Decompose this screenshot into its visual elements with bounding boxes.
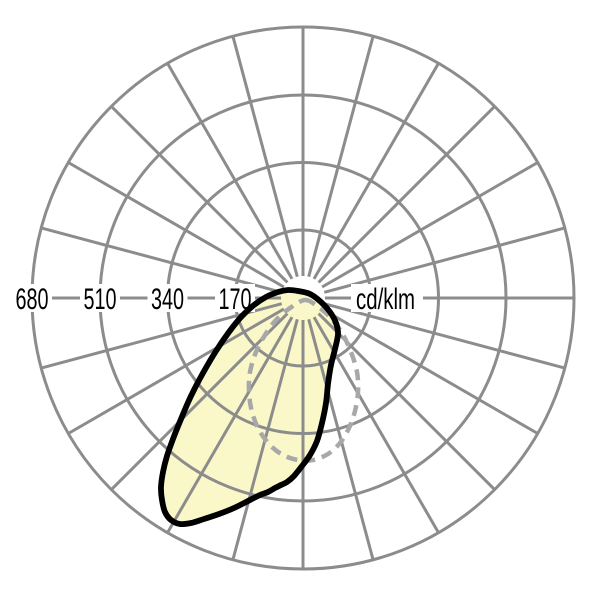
grid-spoke-345deg bbox=[323, 226, 566, 294]
grid-spoke-195deg bbox=[40, 226, 283, 294]
grid-spoke-15deg bbox=[323, 302, 566, 370]
beam-lobe-solid-curve bbox=[158, 287, 341, 528]
axis-tick-label-340: 340 bbox=[151, 283, 184, 316]
grid-spoke-285deg bbox=[307, 35, 375, 278]
grid-spoke-30deg bbox=[321, 307, 539, 435]
grid-spoke-120deg bbox=[166, 316, 294, 534]
grid-spoke-135deg bbox=[110, 312, 289, 491]
axis-tick-label-680: 680 bbox=[16, 283, 49, 316]
axis-label-mask-680 bbox=[12, 284, 52, 312]
axis-label-mask-340 bbox=[147, 284, 188, 312]
grid-spoke-225deg bbox=[110, 105, 289, 284]
grid-spoke-300deg bbox=[312, 62, 440, 280]
unit-label: cd/klm bbox=[356, 283, 415, 316]
grid-spoke-315deg bbox=[317, 105, 496, 284]
unit-label-mask bbox=[351, 284, 423, 312]
grid-spoke-330deg bbox=[321, 161, 539, 289]
grid-spoke-150deg bbox=[67, 307, 285, 435]
grid-spoke-240deg bbox=[166, 62, 294, 280]
grid-spoke-210deg bbox=[67, 161, 285, 289]
axis-label-mask-510 bbox=[80, 284, 120, 312]
axis-tick-label-510: 510 bbox=[84, 283, 117, 316]
grid-spoke-255deg bbox=[231, 35, 299, 278]
